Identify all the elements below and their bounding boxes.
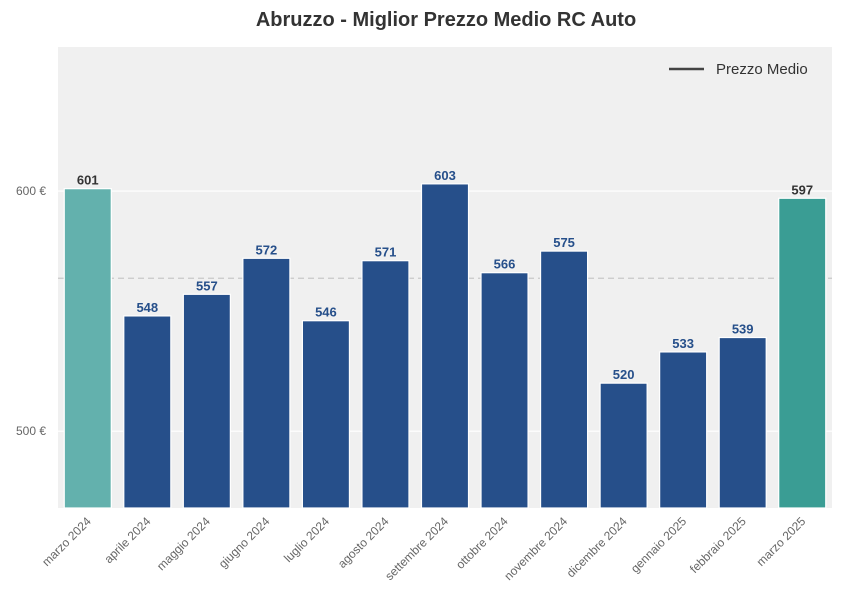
data-label-aprile-2024: 548 bbox=[136, 300, 158, 315]
x-tick-marzo-2024: marzo 2024 bbox=[39, 514, 94, 569]
legend-entry-prezzo-medio: Prezzo Medio bbox=[716, 61, 808, 78]
x-tick-novembre-2024: novembre 2024 bbox=[501, 514, 570, 583]
bar-ottobre-2024 bbox=[480, 272, 529, 509]
y-tick-500: 500 € bbox=[16, 424, 46, 438]
data-label-maggio-2024: 557 bbox=[196, 278, 218, 293]
data-label-ottobre-2024: 566 bbox=[494, 257, 516, 272]
x-tick-gennaio-2025: gennaio 2025 bbox=[628, 514, 690, 576]
bar-febbraio-2025 bbox=[718, 336, 767, 509]
bar-giugno-2024 bbox=[242, 257, 291, 509]
x-tick-ottobre-2024: ottobre 2024 bbox=[453, 514, 511, 572]
x-tick-marzo-2025: marzo 2025 bbox=[754, 514, 809, 569]
x-tick-dicembre-2024: dicembre 2024 bbox=[564, 514, 630, 580]
data-label-febbraio-2025: 539 bbox=[732, 322, 754, 337]
x-tick-maggio-2024: maggio 2024 bbox=[154, 514, 213, 573]
bar-dicembre-2024 bbox=[599, 382, 648, 509]
y-axis-ticks: 500 € 600 € bbox=[16, 184, 46, 438]
x-tick-luglio-2024: luglio 2024 bbox=[281, 514, 332, 565]
bar-luglio-2024 bbox=[301, 320, 351, 509]
bar-novembre-2024 bbox=[539, 250, 589, 509]
data-label-gennaio-2025: 533 bbox=[672, 336, 694, 351]
data-labels: 601 548 557 572 546 571 603 566 575 520 533 539 597 bbox=[77, 168, 813, 382]
data-label-agosto-2024: 571 bbox=[375, 245, 397, 260]
data-label-novembre-2024: 575 bbox=[553, 235, 575, 250]
bars bbox=[63, 183, 827, 509]
data-label-luglio-2024: 546 bbox=[315, 305, 337, 320]
bar-agosto-2024 bbox=[361, 260, 410, 509]
data-label-settembre-2024: 603 bbox=[434, 168, 456, 183]
bar-marzo-2025 bbox=[778, 197, 827, 509]
chart-title: Abruzzo - Miglior Prezzo Medio RC Auto bbox=[256, 9, 636, 31]
y-tick-600: 600 € bbox=[16, 184, 46, 198]
data-label-marzo-2024: 601 bbox=[77, 173, 99, 188]
x-tick-aprile-2024: aprile 2024 bbox=[102, 514, 154, 566]
bar-gennaio-2025 bbox=[659, 351, 708, 509]
data-label-marzo-2025: 597 bbox=[791, 182, 813, 197]
data-label-giugno-2024: 572 bbox=[256, 242, 278, 257]
x-tick-febbraio-2025: febbraio 2025 bbox=[687, 514, 749, 576]
bar-marzo-2024 bbox=[63, 188, 112, 509]
x-tick-agosto-2024: agosto 2024 bbox=[335, 514, 392, 571]
x-tick-settembre-2024: settembre 2024 bbox=[382, 514, 451, 583]
legend: Prezzo Medio bbox=[669, 61, 808, 78]
data-label-dicembre-2024: 520 bbox=[613, 367, 635, 382]
bar-aprile-2024 bbox=[123, 315, 172, 509]
bar-settembre-2024 bbox=[420, 183, 470, 509]
x-axis-ticks: marzo 2024 aprile 2024 maggio 2024 giugno 2… bbox=[39, 514, 808, 583]
bar-maggio-2024 bbox=[182, 293, 231, 509]
x-tick-giugno-2024: giugno 2024 bbox=[216, 514, 273, 571]
